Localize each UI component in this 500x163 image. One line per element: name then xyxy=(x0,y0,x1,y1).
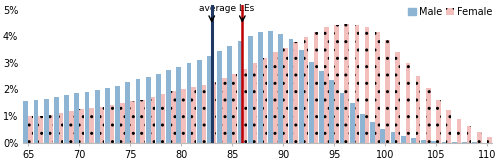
Bar xyxy=(90,108,94,143)
Bar xyxy=(452,142,456,143)
Bar xyxy=(344,24,349,143)
Bar xyxy=(330,80,334,143)
Bar xyxy=(69,111,73,143)
Bar xyxy=(375,32,380,143)
Bar xyxy=(136,79,140,143)
Bar xyxy=(462,142,466,143)
Bar xyxy=(262,58,268,143)
Bar xyxy=(360,114,364,143)
Bar xyxy=(48,115,53,143)
Bar xyxy=(436,100,441,143)
Bar xyxy=(126,82,130,143)
Bar xyxy=(166,70,171,143)
Bar xyxy=(212,82,216,143)
Bar xyxy=(222,78,226,143)
Bar xyxy=(354,25,359,143)
Bar xyxy=(252,63,257,143)
Bar xyxy=(487,137,492,143)
Bar xyxy=(160,94,166,143)
Bar xyxy=(466,126,471,143)
Bar xyxy=(324,27,328,143)
Bar xyxy=(432,141,436,143)
Bar xyxy=(150,97,155,143)
Bar xyxy=(28,116,33,143)
Bar xyxy=(334,25,339,143)
Bar xyxy=(110,105,114,143)
Bar xyxy=(242,69,247,143)
Bar xyxy=(442,141,446,143)
Bar xyxy=(38,116,43,143)
Bar xyxy=(176,67,181,143)
Bar xyxy=(95,90,100,143)
Bar xyxy=(44,99,48,143)
Bar xyxy=(84,92,89,143)
Bar xyxy=(309,62,314,143)
Bar xyxy=(34,100,38,143)
Bar xyxy=(299,50,304,143)
Bar xyxy=(416,76,420,143)
Bar xyxy=(192,87,196,143)
Bar xyxy=(156,74,160,143)
Bar xyxy=(268,30,273,143)
Bar xyxy=(105,88,110,143)
Bar xyxy=(120,103,124,143)
Bar xyxy=(146,77,150,143)
Bar xyxy=(273,52,278,143)
Bar xyxy=(364,27,370,143)
Bar xyxy=(288,39,294,143)
Legend: Male, Female: Male, Female xyxy=(408,7,492,17)
Bar xyxy=(370,122,375,143)
Bar xyxy=(232,74,237,143)
Bar xyxy=(54,97,58,143)
Bar xyxy=(401,136,406,143)
Bar xyxy=(446,110,451,143)
Bar xyxy=(186,63,192,143)
Bar xyxy=(202,85,206,143)
Bar xyxy=(207,56,212,143)
Bar xyxy=(171,91,175,143)
Bar xyxy=(130,101,135,143)
Bar xyxy=(380,128,385,143)
Bar xyxy=(385,40,390,143)
Bar xyxy=(319,71,324,143)
Bar xyxy=(406,63,410,143)
Bar xyxy=(100,107,104,143)
Bar xyxy=(396,52,400,143)
Bar xyxy=(140,100,145,143)
Bar xyxy=(340,93,344,143)
Bar xyxy=(456,119,461,143)
Bar xyxy=(411,138,416,143)
Bar xyxy=(426,88,430,143)
Bar xyxy=(228,46,232,143)
Bar xyxy=(314,32,318,143)
Bar xyxy=(74,93,79,143)
Bar xyxy=(79,109,84,143)
Bar xyxy=(294,42,298,143)
Bar xyxy=(477,133,482,143)
Bar xyxy=(304,37,308,143)
Bar xyxy=(421,140,426,143)
Bar xyxy=(64,95,69,143)
Bar xyxy=(278,34,283,143)
Bar xyxy=(238,41,242,143)
Bar xyxy=(390,133,396,143)
Text: average LEs: average LEs xyxy=(200,3,254,13)
Bar xyxy=(24,101,28,143)
Bar xyxy=(283,48,288,143)
Bar xyxy=(248,36,252,143)
Bar xyxy=(181,89,186,143)
Bar xyxy=(58,113,64,143)
Bar xyxy=(258,32,262,143)
Bar xyxy=(197,60,202,143)
Bar xyxy=(217,51,222,143)
Bar xyxy=(350,103,354,143)
Bar xyxy=(115,86,120,143)
